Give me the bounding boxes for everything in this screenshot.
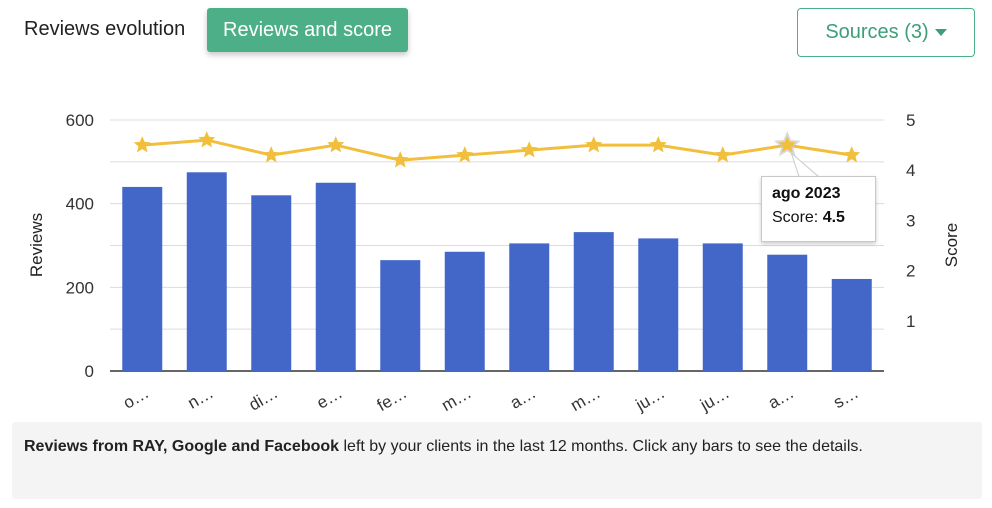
x-tick-label: n… <box>184 383 216 413</box>
score-star[interactable] <box>133 136 151 153</box>
x-axis-ticks: o… n… di… e… fe… m… a… m… ju… ju… a… s… <box>120 383 862 415</box>
score-star[interactable] <box>262 146 280 163</box>
y-tick-label: 600 <box>66 111 94 130</box>
note-bold: Reviews from RAY, Google and Facebook <box>24 438 340 455</box>
reviews-and-score-toggle[interactable]: Reviews and score <box>207 8 408 52</box>
score-star[interactable] <box>714 146 732 163</box>
score-polyline <box>142 138 852 162</box>
x-tick-label: o… <box>120 383 152 413</box>
score-star[interactable] <box>843 146 861 163</box>
y2-axis-ticks: 1 2 3 4 5 <box>906 111 915 331</box>
score-star[interactable] <box>391 151 409 168</box>
y-tick-label: 400 <box>66 195 94 214</box>
bar[interactable] <box>186 172 227 371</box>
y2-tick-label: 4 <box>906 161 915 180</box>
y-axis-ticks: 0 200 400 600 <box>66 111 94 381</box>
tooltip-pointer <box>790 151 821 178</box>
note-text: left by your clients in the last 12 mont… <box>339 438 863 455</box>
x-tick-label: e… <box>313 383 345 413</box>
tooltip-value: 4.5 <box>822 209 845 226</box>
score-star[interactable] <box>198 131 216 148</box>
x-tick-label: ju… <box>696 383 733 415</box>
tooltip-label: Score: <box>772 209 819 226</box>
bar[interactable] <box>444 251 485 371</box>
x-tick-label: m… <box>567 383 603 415</box>
grid-lines <box>110 119 884 372</box>
chart-tooltip: ago 2023 Score: 4.5 <box>761 176 876 242</box>
bar[interactable] <box>251 195 292 371</box>
x-tick-label: m… <box>438 383 474 415</box>
y-axis-label: Reviews <box>27 213 46 277</box>
score-star[interactable] <box>520 141 538 158</box>
x-tick-label: fe… <box>374 383 411 415</box>
x-tick-label: a… <box>765 383 797 413</box>
caret-down-icon <box>934 29 947 36</box>
y2-axis-label: Score <box>942 223 961 267</box>
bar[interactable] <box>509 243 550 371</box>
y2-tick-label: 3 <box>906 211 915 230</box>
tooltip-score: Score: 4.5 <box>772 209 865 227</box>
bar[interactable] <box>380 260 421 371</box>
score-stars <box>133 131 861 178</box>
y2-tick-label: 2 <box>906 262 915 281</box>
x-tick-label: s… <box>830 383 862 412</box>
y2-tick-label: 5 <box>906 111 915 130</box>
score-star[interactable] <box>585 136 603 153</box>
y-tick-label: 200 <box>66 278 94 297</box>
x-tick-label: a… <box>507 383 539 413</box>
bar[interactable] <box>573 232 614 371</box>
bar[interactable] <box>638 238 679 371</box>
bar[interactable] <box>767 254 808 371</box>
bar[interactable] <box>702 243 743 371</box>
tooltip-title: ago 2023 <box>772 185 841 202</box>
y-tick-label: 0 <box>85 362 94 381</box>
reviews-score-chart: 0 200 400 600 1 2 3 4 5 o… n… di… e… fe… m… a… m… ju… ju… <box>27 111 961 415</box>
reviews-note: Reviews from RAY, Google and Facebook le… <box>12 422 982 499</box>
score-star[interactable] <box>649 136 667 153</box>
chart-title: Reviews evolution <box>24 18 186 40</box>
bars <box>122 172 872 371</box>
score-star[interactable] <box>327 136 345 153</box>
sources-dropdown-button[interactable]: Sources (3) <box>797 8 975 57</box>
score-line <box>142 138 852 162</box>
y2-tick-label: 1 <box>906 312 915 331</box>
x-tick-label: ju… <box>632 383 669 415</box>
score-star[interactable] <box>456 146 474 163</box>
x-tick-label: di… <box>246 383 282 415</box>
bar[interactable] <box>315 182 356 371</box>
bar[interactable] <box>831 278 872 371</box>
sources-label: Sources (3) <box>825 21 929 43</box>
bar[interactable] <box>122 186 163 371</box>
score-star[interactable] <box>778 136 796 153</box>
